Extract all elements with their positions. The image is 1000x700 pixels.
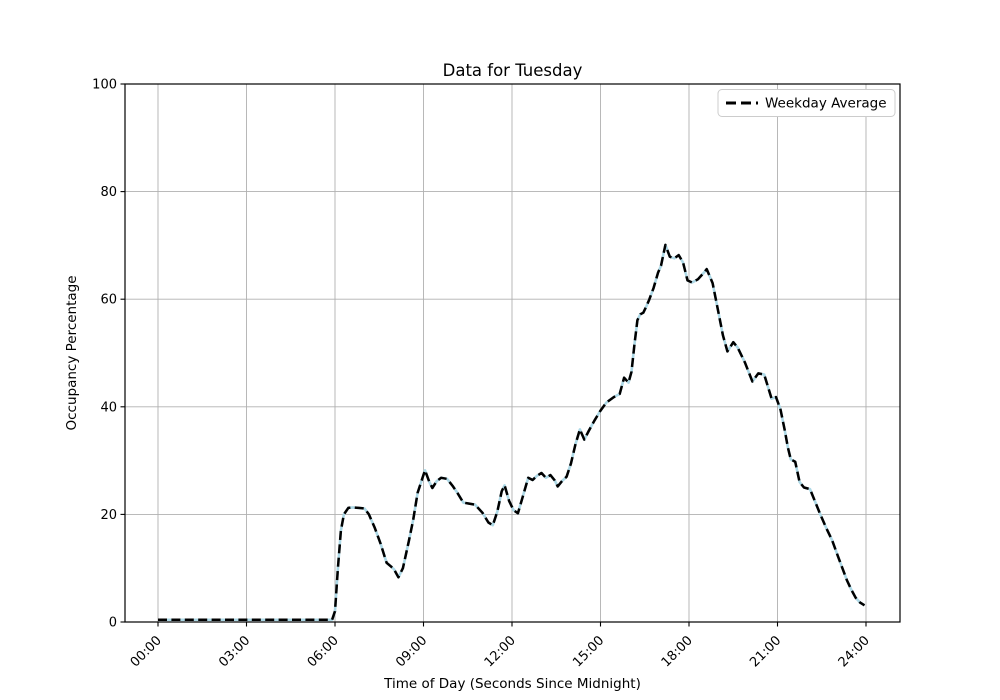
y-axis-label: Occupancy Percentage — [64, 275, 80, 430]
x-tick-label: 24:00 — [836, 633, 873, 670]
axis-tick-labels: 00:00 03:00 06:00 09:00 12:00 15:00 18:00 21:00… — [92, 78, 873, 671]
legend: Weekday Average — [717, 89, 896, 117]
x-tick-label: 00:00 — [128, 633, 165, 670]
chart-title: Data for Tuesday — [443, 61, 583, 80]
series-line-weekday-average — [158, 243, 866, 622]
x-tick-label: 18:00 — [659, 633, 696, 670]
x-tick-label: 15:00 — [570, 633, 607, 670]
legend-entry-label: Weekday Average — [765, 96, 887, 112]
axis-ticks — [120, 83, 867, 627]
x-tick-label: 21:00 — [747, 633, 784, 670]
series-line-underlying — [158, 243, 866, 622]
x-tick-label: 03:00 — [216, 633, 253, 670]
plot-border — [124, 83, 901, 623]
y-tick-label: 40 — [100, 400, 117, 415]
y-tick-label: 100 — [92, 78, 117, 93]
legend-box — [717, 89, 896, 117]
y-tick-label: 80 — [100, 185, 117, 200]
x-tick-label: 06:00 — [305, 633, 342, 670]
y-tick-label: 60 — [100, 293, 117, 308]
y-tick-label: 20 — [100, 508, 117, 523]
y-tick-label: 0 — [109, 616, 117, 631]
x-axis-label: Time of Day (Seconds Since Midnight) — [383, 676, 641, 692]
grid-lines — [125, 83, 900, 623]
data-series — [158, 243, 866, 622]
x-tick-label: 09:00 — [393, 633, 430, 670]
x-tick-label: 12:00 — [482, 633, 519, 670]
